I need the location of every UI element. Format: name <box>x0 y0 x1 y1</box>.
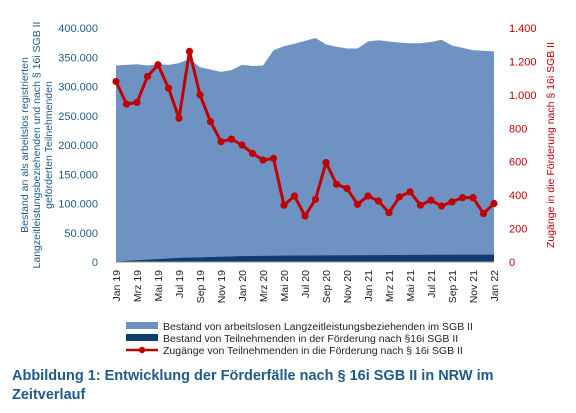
line-series <box>112 47 498 220</box>
line-point <box>185 47 194 56</box>
line-point <box>437 202 446 210</box>
line-point <box>406 188 414 196</box>
line-point <box>196 91 204 99</box>
right-tick-label: 400 <box>509 190 527 202</box>
x-tick-label: Mai 20 <box>279 270 291 302</box>
x-tick-label: Mrz 20 <box>258 270 270 302</box>
chart: 0 50.000 100.000 150.000 200.000 250.000 300.0… <box>19 22 557 357</box>
figure-caption: Abbildung 1: Entwicklung der Förderfälle… <box>12 368 494 403</box>
x-tick-label: Jan 20 <box>237 270 249 302</box>
line-point <box>301 212 309 220</box>
left-axis-ticks: 0 50.000 100.000 150.000 200.000 250.000 300.0… <box>58 23 98 269</box>
right-tick-label: 1.400 <box>509 23 537 35</box>
area-series-path <box>116 254 494 262</box>
right-tick-label: 800 <box>509 123 527 135</box>
line-point <box>385 209 393 217</box>
x-axis-ticks: Jan 19 Mrz 19 Mai 19 Jul 19 Sep 19 Nov 19 Jan … <box>111 270 501 303</box>
x-tick-label: Nov 19 <box>216 270 228 303</box>
left-tick-label: 400.000 <box>58 23 98 35</box>
x-tick-label: Sep 20 <box>321 270 333 303</box>
line-point <box>248 149 257 157</box>
legend-swatch-marker <box>138 346 146 354</box>
line-point <box>395 193 404 201</box>
line-point <box>280 201 288 209</box>
left-tick-label: 50.000 <box>64 228 98 240</box>
x-tick-label: Sep 19 <box>195 270 207 303</box>
left-axis-title-line: Bestand an als arbeitslos registrierten <box>19 57 31 233</box>
line-point <box>458 194 467 202</box>
line-point <box>238 141 246 149</box>
line-point <box>311 195 320 203</box>
line-point <box>479 209 488 218</box>
right-tick-label: 1.200 <box>509 56 537 68</box>
right-tick-label: 600 <box>509 157 527 169</box>
x-tick-label: Jul 21 <box>426 270 438 298</box>
left-tick-label: 300.000 <box>58 82 98 94</box>
x-tick-label: Jan 19 <box>111 270 123 302</box>
right-tick-label: 200 <box>509 224 527 236</box>
left-tick-label: 250.000 <box>58 111 98 123</box>
left-tick-label: 150.000 <box>58 169 98 181</box>
line-point <box>364 192 372 200</box>
line-point <box>143 72 152 81</box>
legend-label: Bestand von Teilnehmenden in der Förderu… <box>163 333 458 345</box>
line-point <box>290 192 299 200</box>
x-tick-label: Nov 20 <box>342 270 354 303</box>
right-axis-ticks: 0 200 400 600 800 1.000 1.200 1.400 <box>509 23 537 269</box>
left-axis-title-line: geförderten Teilnehmenden <box>43 81 55 209</box>
x-tick-label: Mrz 21 <box>384 270 396 302</box>
line-point <box>343 184 351 193</box>
line-point <box>175 114 183 122</box>
line-point <box>154 61 162 69</box>
left-tick-label: 100.000 <box>58 199 98 211</box>
x-tick-label: Jan 21 <box>363 270 375 302</box>
line-point <box>164 84 173 92</box>
x-tick-label: Mrz 19 <box>132 270 144 302</box>
line-point <box>206 118 215 126</box>
right-axis-title: Zugänge in die Förderung nach § 16i SGB … <box>545 42 557 248</box>
line-point <box>217 138 225 146</box>
line-point <box>112 77 120 86</box>
left-tick-label: 200.000 <box>58 140 98 152</box>
area-series-path <box>116 37 494 262</box>
line-point <box>427 196 435 204</box>
area-series <box>116 37 494 262</box>
left-axis-title: Bestand an als arbeitslos registriertenL… <box>19 22 55 269</box>
line-point <box>122 100 131 108</box>
line-point <box>322 158 330 167</box>
left-tick-label: 0 <box>92 257 98 269</box>
x-tick-label: Sep 21 <box>447 270 459 303</box>
right-tick-label: 1.000 <box>509 90 537 102</box>
legend-swatch <box>126 322 158 329</box>
x-tick-label: Jan 22 <box>489 270 501 302</box>
line-point <box>374 197 383 205</box>
left-axis-title-line: Langzeitleistungsbeziehenden und nach § … <box>31 22 43 269</box>
line-point <box>227 135 236 143</box>
x-tick-label: Jul 20 <box>300 270 312 298</box>
left-tick-label: 350.000 <box>58 52 98 64</box>
line-point <box>416 201 425 209</box>
line-point <box>133 98 141 106</box>
legend-swatch <box>126 334 158 341</box>
line-point <box>469 194 477 202</box>
x-tick-label: Jul 19 <box>174 270 186 298</box>
line-point <box>259 156 267 164</box>
x-tick-label: Nov 21 <box>468 270 480 303</box>
legend-label: Bestand von arbeitslosen Langzeitleistun… <box>163 321 473 333</box>
legend: Bestand von arbeitslosen Langzeitleistun… <box>126 321 473 357</box>
line-point <box>269 154 278 162</box>
line-point <box>353 200 362 208</box>
x-tick-label: Mai 21 <box>405 270 417 302</box>
line-point <box>448 198 456 206</box>
x-tick-label: Mai 19 <box>153 270 165 302</box>
line-point <box>332 180 341 188</box>
legend-label: Zugänge von Teilnehmenden in die Förderu… <box>163 345 463 357</box>
right-tick-label: 0 <box>509 257 515 269</box>
line-point <box>490 199 498 208</box>
